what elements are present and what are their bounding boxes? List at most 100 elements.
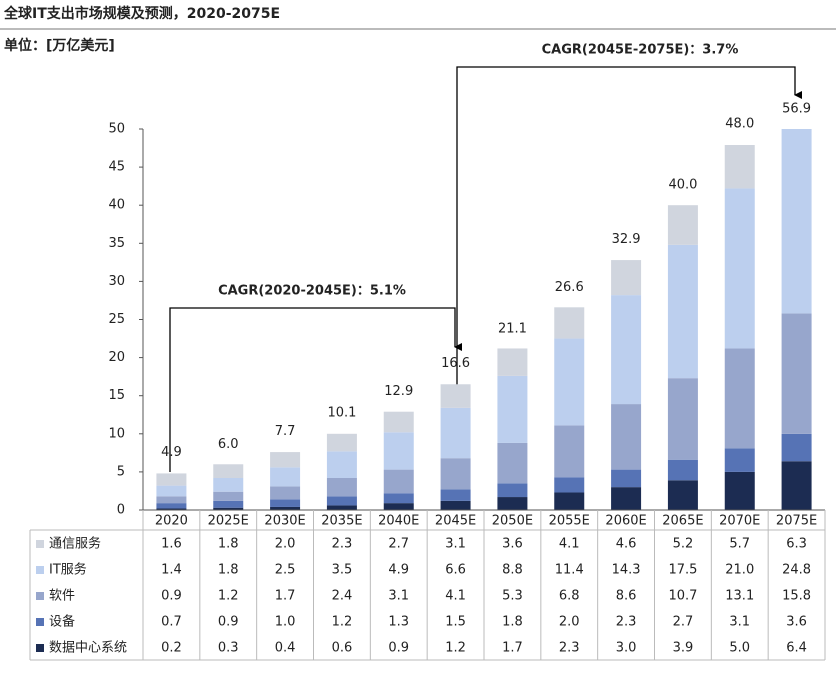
bar-segment [326,505,357,510]
table-cell: 1.8 [218,563,239,578]
legend-swatch [36,644,44,652]
legend-swatch [36,540,44,548]
legend-label: 设备 [49,614,75,630]
bar-segment [326,451,357,478]
bar-segment [383,469,414,494]
table-cell: 1.6 [161,537,182,552]
bar-segment [383,493,414,504]
bar-segment [667,244,698,379]
x-tick-label: 2060E [605,514,646,529]
bar-segment [440,489,471,501]
bar-segment [497,442,528,484]
table-cell: 8.6 [616,589,637,604]
bar-segment [667,205,698,245]
total-label: 40.0 [668,178,697,193]
bar-segment [440,458,471,490]
bar-segment [724,448,755,472]
bar-segment [326,496,357,506]
table-cell: 1.3 [388,615,409,630]
y-tick-label: 20 [108,350,125,365]
bar-segment [383,432,414,470]
y-tick-label: 0 [117,503,125,518]
table-cell: 10.7 [668,589,697,604]
table-cell: 5.2 [673,537,694,552]
table-cell: 0.2 [161,641,182,656]
table-cell: 1.7 [275,589,296,604]
bar-segment [554,425,585,478]
y-tick-label: 15 [108,388,125,403]
bar-segment [326,433,357,452]
table-cell: 2.7 [673,615,694,630]
table-cell: 21.0 [725,563,754,578]
x-tick-label: 2040E [378,514,419,529]
table-cell: 3.1 [388,589,409,604]
cagr-bracket [456,66,802,405]
table-cell: 1.8 [218,537,239,552]
legend-swatch [36,618,44,626]
x-tick-label: 2020 [155,514,188,529]
legend-swatch [36,592,44,600]
table-cell: 3.5 [332,563,353,578]
y-tick-label: 50 [108,122,125,137]
bar-segment [156,503,187,509]
table-cell: 5.7 [729,537,750,552]
table-cell: 13.1 [725,589,754,604]
x-tick-label: 2055E [549,514,590,529]
annotation: CAGR(2045E-2075E)：3.7% [542,43,739,58]
table-cell: 5.0 [729,641,750,656]
y-tick-label: 40 [108,198,125,213]
table-cell: 3.9 [673,641,694,656]
table-cell: 2.7 [388,537,409,552]
total-label: 26.6 [555,280,584,295]
bar-segment [554,477,585,493]
x-tick-label: 2035E [321,514,362,529]
bar-segment [611,295,642,405]
bar-segment [724,471,755,510]
x-tick-label: 2025E [208,514,249,529]
y-tick-label: 35 [108,236,125,251]
bar-segment [782,76,812,124]
table-cell: 1.4 [161,563,182,578]
cagr-bracket [169,307,462,472]
bar-segment [724,145,755,189]
bar-segment [440,384,471,408]
bar-segment [667,459,698,481]
unit-label: 单位：[万亿美元] [4,37,115,54]
bar-segment [326,477,357,497]
legend-label: 数据中心系统 [49,641,127,656]
x-tick-label: 2075E [776,514,817,529]
bar-segment [213,477,244,492]
table-cell: 11.4 [555,563,584,578]
table-cell: 0.9 [218,615,239,630]
bar-segment [497,483,528,498]
bar-segment [781,313,812,434]
total-label: 12.9 [384,384,413,399]
table-cell: 4.1 [445,589,466,604]
bar-segment [383,411,414,433]
x-tick-label: 2050E [492,514,533,529]
bar-segment [667,480,698,510]
total-label: 7.7 [275,424,296,439]
bars [156,76,812,510]
bar-segment [781,129,812,314]
annotation: CAGR(2020-2045E)：5.1% [218,284,406,299]
total-label: 32.9 [612,232,641,247]
table-cell: 17.5 [668,563,697,578]
table-cell: 6.8 [559,589,580,604]
table-cell: 3.6 [502,537,523,552]
total-label: 4.9 [161,445,182,460]
table-cell: 6.6 [445,563,466,578]
legend-swatch [36,566,44,574]
table-cell: 3.0 [616,641,637,656]
table-cell: 4.1 [559,537,580,552]
table-cell: 0.7 [161,615,182,630]
bar-segment [213,507,244,510]
table-cell: 2.5 [275,563,296,578]
total-label: 48.0 [725,117,754,132]
bar-segment [724,188,755,349]
bar-segment [497,497,528,510]
chart-title: 全球IT支出市场规模及预测，2020-2075E [3,5,280,22]
table-cell: 15.8 [782,589,811,604]
bar-segment [156,508,187,510]
